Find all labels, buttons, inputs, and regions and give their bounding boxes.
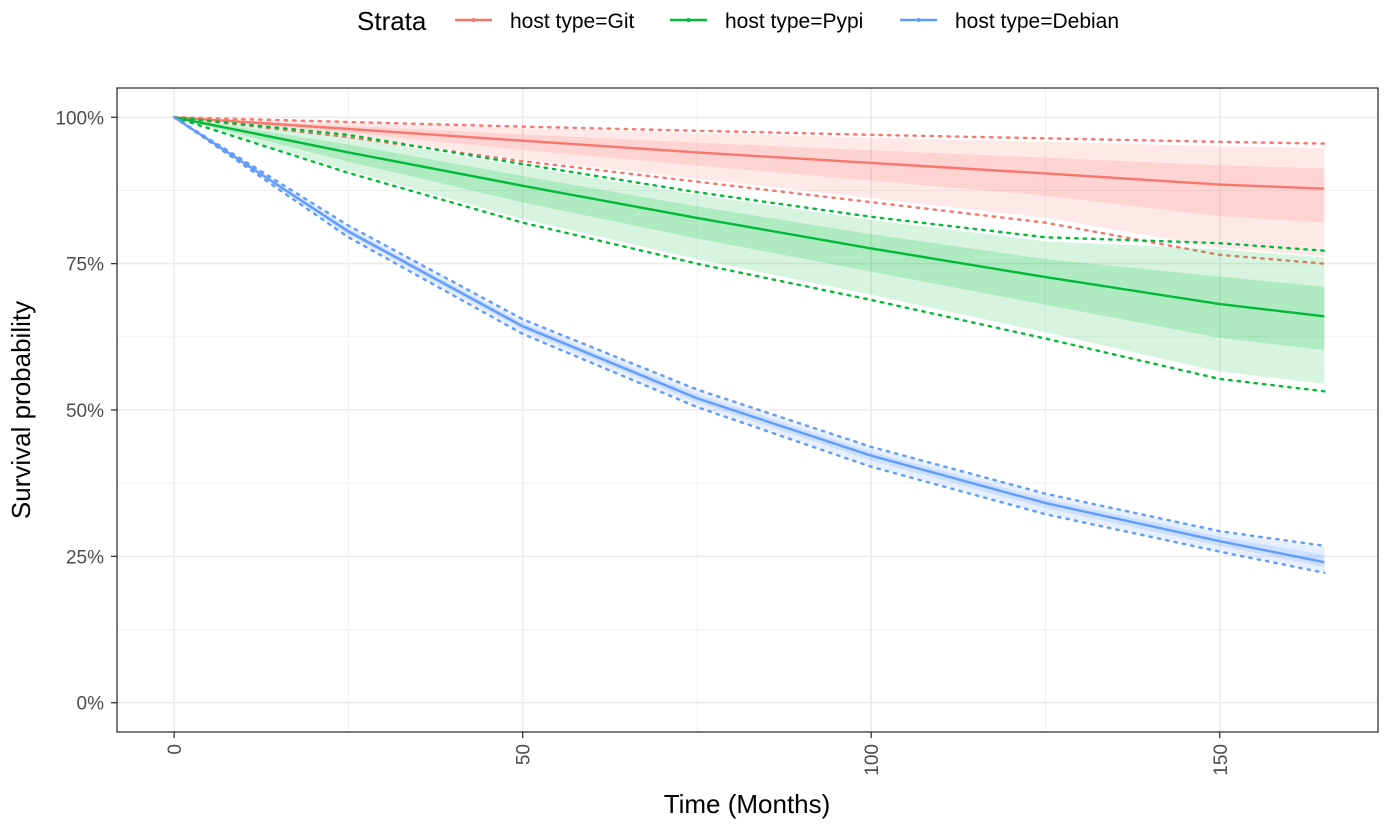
ci-upper-git bbox=[172, 116, 1326, 145]
legend-title: Strata bbox=[357, 6, 427, 36]
line-git bbox=[174, 116, 1325, 190]
x-tick-label: 150 bbox=[1211, 744, 1232, 776]
grid bbox=[117, 88, 1378, 732]
y-axis-title: Survival probability bbox=[6, 301, 36, 519]
x-axis-title: Time (Months) bbox=[664, 789, 831, 819]
legend-item-debian: host type=Debian bbox=[900, 10, 1119, 33]
band-git bbox=[174, 117, 1325, 257]
ci-lower-git bbox=[172, 116, 1326, 265]
line-pypi bbox=[173, 116, 1325, 318]
legend-key-dot-pypi bbox=[686, 18, 691, 22]
band-inner-pypi bbox=[174, 117, 1325, 351]
y-tick-label: 100% bbox=[55, 108, 104, 129]
ci-lower-debian bbox=[172, 116, 1326, 574]
x-tick-label: 100 bbox=[862, 744, 883, 776]
legend-item-pypi: host type=Pypi bbox=[670, 10, 863, 33]
legend-label-pypi: host type=Pypi bbox=[725, 10, 863, 33]
legend-key-dot-git bbox=[471, 18, 476, 22]
series-debian bbox=[172, 116, 1326, 574]
legend: Strata host type=Git host type=Pypi host… bbox=[357, 6, 1119, 36]
line-debian bbox=[173, 116, 1325, 564]
series-git bbox=[172, 116, 1326, 265]
band-pypi bbox=[174, 117, 1325, 384]
ci-lower-pypi bbox=[172, 116, 1326, 393]
y-tick-label: 75% bbox=[66, 255, 104, 276]
legend-label-git: host type=Git bbox=[510, 10, 634, 33]
y-tick-label: 50% bbox=[66, 401, 104, 422]
ci-upper-debian bbox=[172, 116, 1326, 548]
ci-upper-pypi bbox=[172, 116, 1326, 252]
series-layer bbox=[172, 116, 1326, 574]
legend-item-git: host type=Git bbox=[455, 10, 634, 33]
y-tick-label: 25% bbox=[66, 547, 104, 568]
x-tick-label: 50 bbox=[514, 744, 535, 765]
band-inner-git bbox=[174, 117, 1325, 223]
legend-label-debian: host type=Debian bbox=[955, 10, 1119, 33]
axes: 0% 25% 50% 75% 100% 0 50 100 150 bbox=[55, 108, 1231, 775]
series-pypi bbox=[172, 116, 1326, 393]
x-tick-label: 0 bbox=[165, 744, 186, 755]
legend-key-dot-debian bbox=[916, 18, 921, 22]
y-tick-label: 0% bbox=[77, 694, 105, 715]
